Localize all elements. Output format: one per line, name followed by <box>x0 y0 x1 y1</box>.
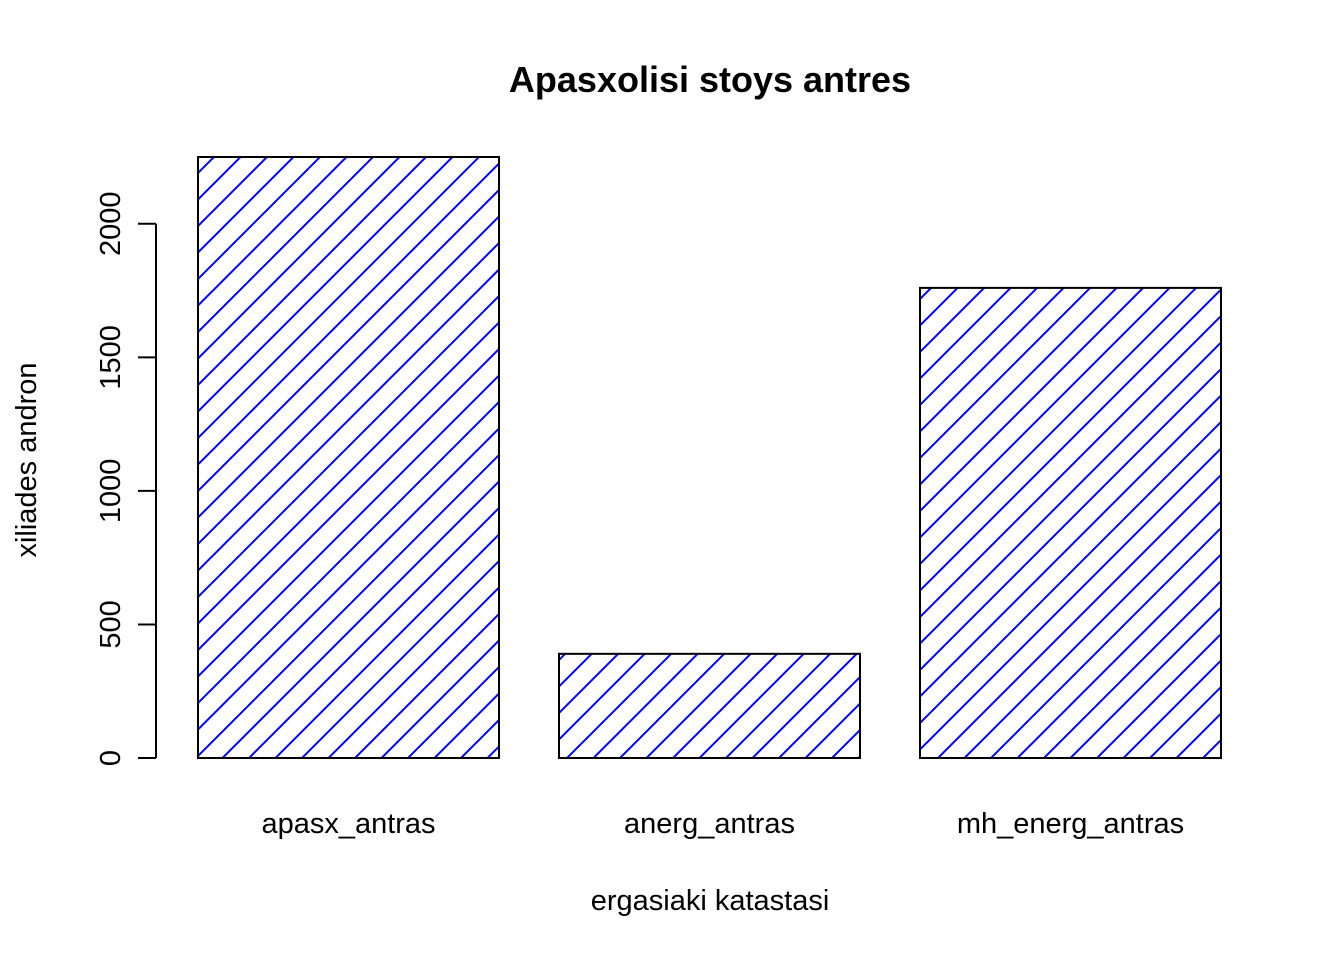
bar-mh_energ_antras <box>919 286 1222 759</box>
x-tick-label: anerg_antras <box>624 808 795 840</box>
bar-anerg_antras <box>558 652 861 759</box>
bars-group <box>197 156 1222 759</box>
y-tick-label: 1500 <box>95 325 127 390</box>
y-axis: 0 500 1000 1500 2000 <box>95 192 157 766</box>
bar-apasx_antras <box>197 156 500 759</box>
y-axis-label: xiliades andron <box>11 362 43 557</box>
y-tick-label: 500 <box>95 600 127 648</box>
chart-title: Apasxolisi stoys antres <box>509 59 911 100</box>
x-tick-label: mh_energ_antras <box>957 808 1184 840</box>
x-tick-label: apasx_antras <box>261 808 435 840</box>
y-tick-label: 2000 <box>95 192 127 257</box>
x-tick-labels: apasx_antras anerg_antras mh_energ_antras <box>261 808 1184 840</box>
y-tick-label: 0 <box>95 750 127 766</box>
x-axis-label: ergasiaki katastasi <box>591 885 830 917</box>
y-tick-label: 1000 <box>95 459 127 524</box>
